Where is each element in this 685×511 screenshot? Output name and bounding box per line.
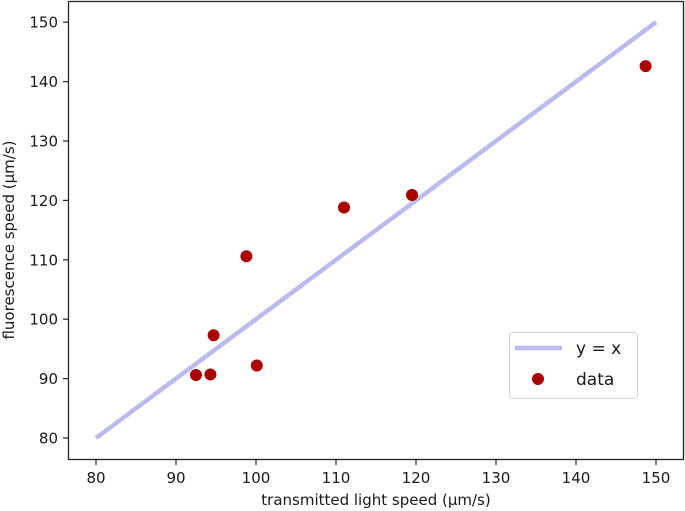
data-point (207, 329, 220, 342)
x-tick-label: 140 (562, 469, 591, 487)
x-tick-label: 90 (166, 469, 185, 487)
y-axis-ticks: 80 90 100 110 120 130 140 150 (29, 14, 68, 448)
y-tick-label: 150 (29, 14, 58, 32)
x-tick-label: 150 (642, 469, 671, 487)
axes-frame (67, 0, 685, 461)
x-axis-ticks: 80 90 100 110 120 130 140 150 (86, 460, 670, 487)
data-point (190, 369, 202, 382)
data-point (240, 250, 253, 263)
y-tick-label: 120 (29, 192, 58, 210)
data-point (406, 189, 418, 202)
data-point (639, 60, 652, 73)
x-tick-label: 130 (482, 469, 511, 487)
legend-label-data: data (576, 370, 614, 390)
plot-area (94, 20, 658, 440)
x-tick-label: 120 (402, 469, 431, 487)
y-tick-label: 100 (29, 311, 58, 329)
x-tick-label: 110 (322, 469, 351, 487)
data-point (338, 201, 350, 214)
legend-label-line: y = x (576, 339, 621, 359)
x-tick-label: 100 (242, 469, 271, 487)
y-tick-label: 110 (29, 251, 58, 269)
y-tick-label: 140 (29, 73, 58, 91)
legend: y = x data (509, 332, 638, 399)
data-point (204, 368, 217, 381)
x-axis-label: transmitted light speed (μm/s) (261, 491, 490, 509)
y-tick-label: 80 (39, 430, 58, 448)
y-tick-label: 130 (29, 133, 58, 151)
data-point (250, 359, 263, 372)
y-tick-label: 90 (39, 370, 58, 388)
identity-line (94, 20, 658, 440)
x-tick-label: 80 (86, 469, 105, 487)
legend-marker-data (532, 373, 544, 385)
y-axis-label: fluorescence speed (μm/s) (0, 140, 18, 339)
